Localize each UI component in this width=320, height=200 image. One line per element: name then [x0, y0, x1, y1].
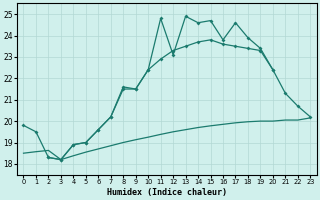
X-axis label: Humidex (Indice chaleur): Humidex (Indice chaleur): [107, 188, 227, 197]
